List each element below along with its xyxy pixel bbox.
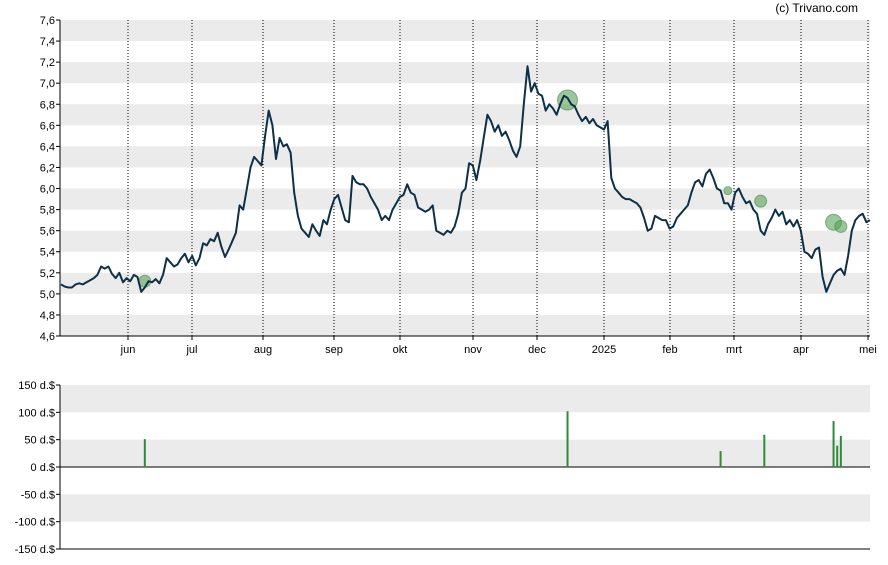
y-tick-label: 7,2	[40, 57, 55, 69]
y-tick-label: 7,6	[40, 15, 55, 27]
volume-bar	[832, 421, 835, 467]
y-tick-label: -150 d.$	[15, 544, 55, 556]
y-tick-label: 0 d.$	[31, 462, 55, 474]
grid-band	[60, 188, 870, 210]
y-tick-label: 6,6	[40, 120, 55, 132]
trade-marker	[723, 186, 733, 196]
y-tick-label: 6,0	[40, 184, 55, 196]
y-tick-label: 50 d.$	[24, 435, 55, 447]
x-tick-label: feb	[662, 344, 677, 356]
volume-bar	[566, 411, 569, 467]
trade-marker	[834, 219, 848, 233]
y-tick-label: -100 d.$	[15, 517, 55, 529]
y-tick-label: 7,0	[40, 78, 55, 90]
x-tick-label: dec	[528, 344, 546, 356]
grid-band	[60, 62, 870, 84]
y-tick-label: 150 d.$	[18, 380, 55, 392]
x-tick-label: jun	[120, 344, 136, 356]
price-line	[60, 65, 871, 293]
volume-bar	[839, 435, 842, 467]
y-tick-label: 5,2	[40, 268, 55, 280]
volume-bar	[719, 451, 722, 467]
y-tick-label: 7,4	[40, 36, 55, 48]
grid-band	[60, 104, 870, 126]
grid-band	[60, 146, 870, 168]
x-tick-label: apr	[793, 344, 809, 356]
y-tick-label: 5,6	[40, 226, 55, 238]
y-tick-label: 5,0	[40, 289, 55, 301]
volume-chart-panel: 150 d.$ 100 d.$ 50 d.$ 0 d.$ -50 d.$ -100 d.$…	[15, 380, 870, 556]
y-tick-label: -50 d.$	[21, 489, 55, 501]
y-tick-label: 6,4	[40, 141, 55, 153]
grid-band	[60, 439, 870, 467]
grid-band	[60, 230, 870, 252]
trade-marker	[754, 194, 768, 208]
x-tick-label: 2025	[592, 344, 616, 356]
y-tick-label: 4,6	[40, 331, 55, 343]
grid-band	[60, 314, 870, 336]
y-tick-label: 6,2	[40, 162, 55, 174]
y-tick-label: 4,8	[40, 310, 55, 322]
volume-bar	[763, 434, 766, 467]
grid-band	[60, 385, 870, 413]
x-tick-label: sep	[325, 344, 343, 356]
y-tick-label: 6,8	[40, 99, 55, 111]
copyright-text: (c) Trivano.com	[775, 1, 858, 15]
x-tick-label: jul	[185, 344, 197, 356]
price-chart-panel: 7,6 7,4 7,2 7,0 6,8 6,6 6,4 6,2 6,0 5,8 5,6 5,4 5,2 5…	[40, 15, 877, 356]
x-tick-label: mei	[859, 344, 877, 356]
x-tick-label: mrt	[726, 344, 742, 356]
x-tick-label: okt	[393, 344, 408, 356]
grid-band	[60, 272, 870, 294]
grid-band	[60, 494, 870, 522]
y-tick-label: 5,8	[40, 205, 55, 217]
volume-bar	[143, 439, 146, 467]
y-tick-label: 100 d.$	[18, 407, 55, 419]
grid-band	[60, 20, 870, 42]
x-tick-label: nov	[464, 344, 482, 356]
volume-bar	[836, 445, 839, 467]
x-tick-label: aug	[254, 344, 272, 356]
y-tick-label: 5,4	[40, 247, 55, 259]
